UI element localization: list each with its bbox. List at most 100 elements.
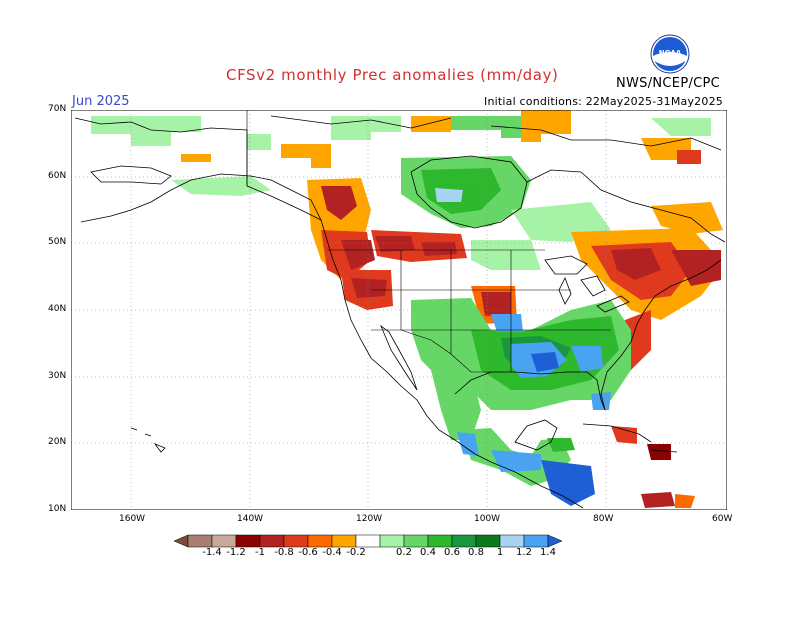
lon-label-140w: 140W <box>237 514 264 524</box>
lon-label-120w: 120W <box>356 514 383 524</box>
lat-label-60n: 60N <box>48 171 67 181</box>
coastline-hispaniola <box>650 449 678 453</box>
anomaly-patch <box>431 370 481 440</box>
colorbar-cell <box>259 534 285 548</box>
lat-label-30n: 30N <box>48 371 67 381</box>
anomaly-patch <box>421 242 457 256</box>
coastline-pacific <box>320 219 584 509</box>
lon-label-80w: 80W <box>593 514 614 524</box>
anomaly-patch <box>671 250 721 286</box>
anomaly-patch <box>571 346 603 372</box>
anomaly-patch <box>675 494 695 508</box>
coastline-hawaii <box>130 427 166 453</box>
colorbar-cell <box>331 534 357 548</box>
colorbar-cell <box>475 534 501 548</box>
anomaly-patch <box>281 144 331 168</box>
anomaly-patch <box>491 314 523 332</box>
colorbar-cell <box>187 534 213 548</box>
anomaly-patch <box>321 186 357 220</box>
anomaly-patch <box>491 450 541 472</box>
colorbar-label: -0.8 <box>274 547 294 558</box>
anomaly-patch <box>651 118 711 136</box>
lon-label-100w: 100W <box>474 514 501 524</box>
colorbar-cell <box>283 534 309 548</box>
anomaly-patch <box>341 240 375 270</box>
colorbar-label: 1.2 <box>516 547 532 558</box>
lat-label-50n: 50N <box>48 237 67 247</box>
coastline-yucatan <box>514 419 558 451</box>
colorbar-label: -1 <box>255 547 265 558</box>
anomaly-patch <box>451 116 541 138</box>
anomaly-patch <box>531 352 559 372</box>
lat-label-40n: 40N <box>48 304 67 314</box>
anomaly-patch <box>611 426 637 444</box>
anomaly-patch <box>677 150 701 164</box>
forecast-month: Jun 2025 <box>72 94 130 109</box>
anomaly-patch <box>457 432 479 456</box>
lat-label-70n: 70N <box>48 104 67 114</box>
anomaly-patch <box>435 188 463 202</box>
lat-label-20n: 20N <box>48 437 67 447</box>
colorbar-cell <box>379 534 405 548</box>
coastline-lake-superior <box>544 255 588 275</box>
coastline-gulf-atlantic <box>454 259 722 411</box>
noaa-logo-text: NOAA <box>659 49 682 57</box>
coastline-lake-michigan <box>558 277 572 305</box>
coastline-arctic <box>270 115 452 129</box>
colorbar-cell <box>355 534 381 548</box>
anomaly-patch <box>521 110 571 142</box>
coastline-hudson-bay <box>410 155 528 229</box>
anomaly-patch <box>181 154 211 162</box>
colorbar-label: 0.2 <box>396 547 412 558</box>
anomaly-patch <box>351 278 387 298</box>
coastline-cuba <box>582 423 652 443</box>
anomaly-patch <box>611 248 661 280</box>
noaa-logo: NOAA <box>650 34 690 74</box>
anomaly-patches <box>91 110 723 508</box>
coastline-labrador <box>526 169 726 243</box>
grid-lines <box>71 110 727 510</box>
anomaly-patch <box>471 240 541 270</box>
anomaly-patch <box>651 202 723 234</box>
anomaly-patch <box>481 292 511 316</box>
colorbar-end-right <box>547 534 563 548</box>
coastline-alaska <box>74 117 322 223</box>
colorbar-label: 0.8 <box>468 547 484 558</box>
colorbar-label: -0.4 <box>322 547 342 558</box>
colorbar-cell <box>427 534 453 548</box>
colorbar-cell <box>499 534 525 548</box>
anomaly-patch <box>547 438 575 452</box>
coastline-baja <box>380 324 418 391</box>
page-title: CFSv2 monthly Prec anomalies (mm/day) <box>226 66 559 84</box>
anomaly-patch <box>647 444 671 460</box>
colorbar-label: -1.2 <box>226 547 246 558</box>
lon-label-160w: 160W <box>119 514 146 524</box>
coastlines <box>74 115 726 509</box>
colorbar-label: 1.4 <box>540 547 556 558</box>
coastline-alaska-west <box>90 165 172 185</box>
colorbar-label: -1.4 <box>202 547 222 558</box>
colorbar-cell <box>523 534 549 548</box>
colorbar-label: -0.2 <box>346 547 366 558</box>
colorbar-cell <box>235 534 261 548</box>
colorbar-cell <box>451 534 477 548</box>
anomaly-patch <box>247 134 271 150</box>
anomaly-patch <box>91 116 201 146</box>
colorbar-cell <box>307 534 333 548</box>
colorbar-cell <box>211 534 237 548</box>
coastline-lake-huron <box>580 275 606 297</box>
borders <box>246 110 611 373</box>
anomaly-patch <box>375 236 415 252</box>
anomaly-patch <box>541 460 595 506</box>
coastline-arctic-east <box>490 125 722 151</box>
lat-label-10n: 10N <box>48 504 67 514</box>
lon-label-60w: 60W <box>712 514 733 524</box>
colorbar-cell <box>403 534 429 548</box>
colorbar-label: 0.6 <box>444 547 460 558</box>
coastline-lake-erie <box>596 295 630 313</box>
anomaly-patch <box>171 176 271 196</box>
colorbar-label: 1 <box>496 547 504 558</box>
colorbar-label: -0.6 <box>298 547 318 558</box>
colorbar <box>173 534 563 548</box>
colorbar-label: 0.4 <box>420 547 436 558</box>
